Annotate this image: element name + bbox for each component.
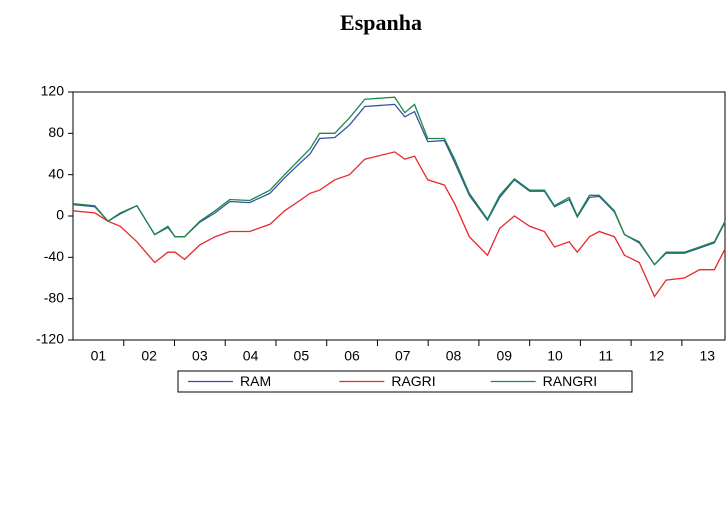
chart-title: Espanha bbox=[340, 10, 422, 35]
y-tick-label: 80 bbox=[48, 124, 64, 140]
x-tick-label: 07 bbox=[395, 348, 411, 364]
legend-label: RANGRI bbox=[543, 373, 597, 389]
x-tick-label: 04 bbox=[243, 348, 259, 364]
y-tick-label: -80 bbox=[44, 289, 64, 305]
x-tick-label: 08 bbox=[446, 348, 462, 364]
legend-label: RAM bbox=[240, 373, 271, 389]
x-tick-label: 02 bbox=[141, 348, 157, 364]
y-tick-label: -120 bbox=[36, 331, 64, 347]
x-tick-label: 05 bbox=[294, 348, 310, 364]
x-tick-label: 03 bbox=[192, 348, 208, 364]
series-line bbox=[72, 103, 726, 266]
y-tick-label: -40 bbox=[44, 248, 64, 264]
x-tick-label: 13 bbox=[699, 348, 715, 364]
series-line bbox=[72, 151, 726, 298]
y-tick-label: 0 bbox=[56, 207, 64, 223]
x-tick-label: 06 bbox=[344, 348, 360, 364]
plot-frame bbox=[72, 91, 726, 341]
legend-label: RAGRI bbox=[391, 373, 435, 389]
x-tick-label: 12 bbox=[649, 348, 665, 364]
x-tick-label: 10 bbox=[547, 348, 563, 364]
series-line bbox=[72, 96, 726, 266]
x-tick-label: 09 bbox=[496, 348, 512, 364]
y-tick-label: 120 bbox=[41, 83, 65, 99]
x-tick-label: 11 bbox=[598, 348, 613, 364]
y-tick-label: 40 bbox=[48, 165, 64, 181]
legend-box bbox=[177, 370, 633, 393]
x-tick-label: 01 bbox=[91, 348, 107, 364]
